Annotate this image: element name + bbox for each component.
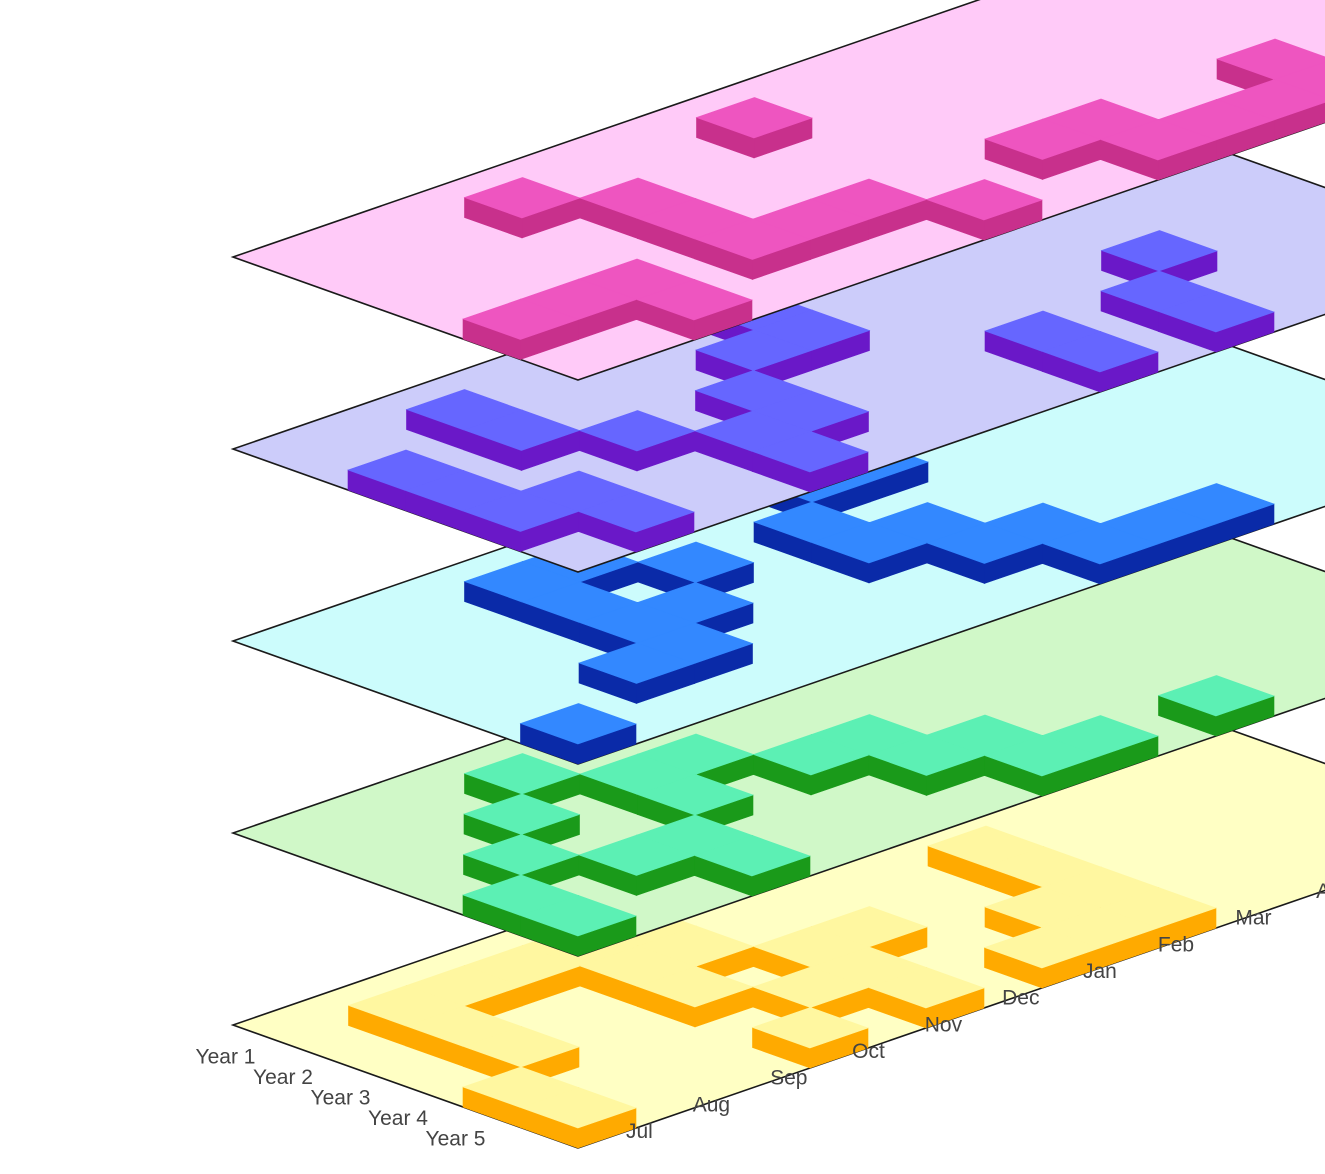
year-tick-label: Year 1 — [196, 1045, 256, 1068]
month-tick-label: Nov — [925, 1013, 963, 1036]
month-tick-label: Aug — [693, 1093, 730, 1116]
month-tick-label: Apr — [1316, 880, 1325, 903]
month-tick-label: Mar — [1235, 907, 1271, 930]
year-tick-label: Year 3 — [311, 1086, 371, 1109]
year-tick-label: Year 2 — [253, 1066, 313, 1089]
month-tick-label: Feb — [1158, 933, 1194, 956]
year-tick-label: Year 4 — [368, 1107, 428, 1130]
year-tick-label: Year 5 — [426, 1127, 486, 1150]
month-tick-label: Oct — [852, 1040, 885, 1063]
month-tick-label: Jul — [626, 1120, 653, 1143]
month-tick-label: Dec — [1002, 987, 1039, 1010]
month-tick-label: Sep — [770, 1067, 807, 1090]
month-tick-label: Jan — [1083, 960, 1117, 983]
